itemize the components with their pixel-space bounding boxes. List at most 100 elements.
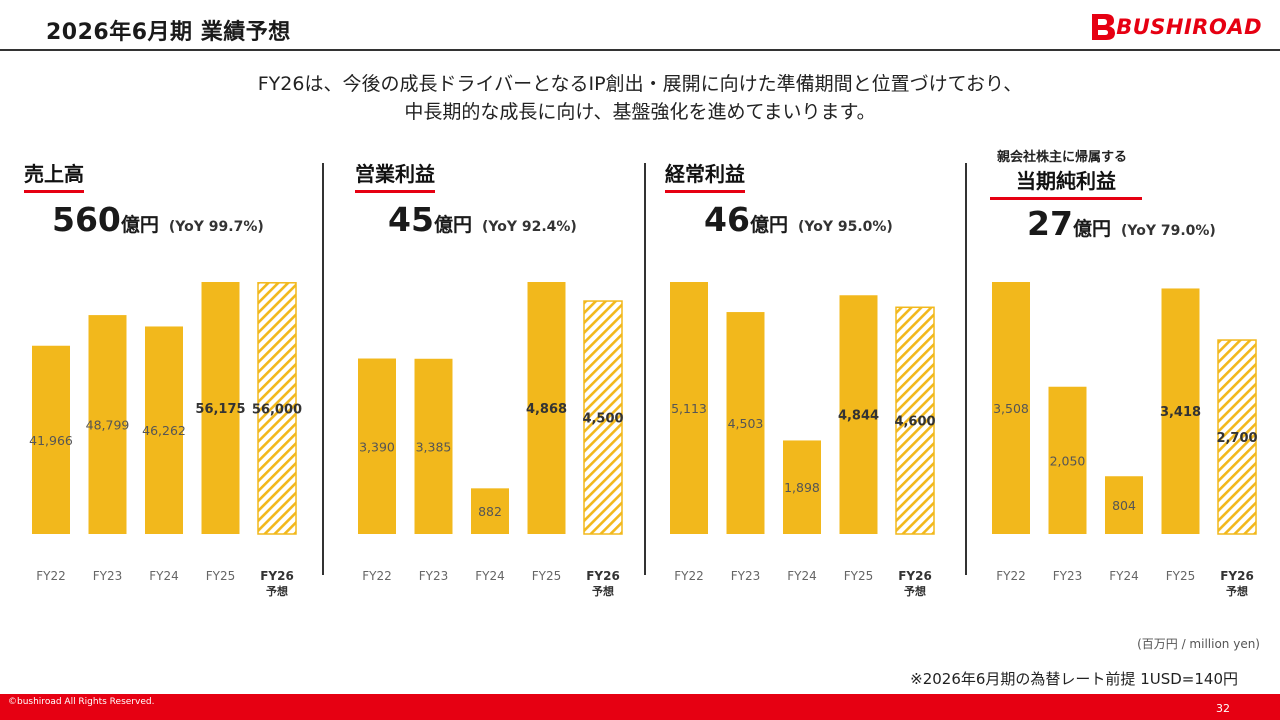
category-label: FY23 [93, 569, 123, 583]
category-label: FY23 [731, 569, 761, 583]
panel-title-pre-net-income: 親会社株主に帰属する [997, 150, 1128, 165]
bar [670, 282, 708, 534]
footer-bar: ©bushiroad All Rights Reserved. 32 [0, 694, 1280, 720]
bar [726, 312, 765, 534]
bar-value-label: 2,050 [1050, 453, 1086, 468]
copyright-text: ©bushiroad All Rights Reserved. [8, 697, 155, 707]
headline-unit: 億円 [1072, 218, 1111, 240]
headline-yoy: (YoY 95.0%) [797, 219, 893, 235]
category-label: FY22 [36, 569, 66, 583]
panel-divider [322, 163, 324, 575]
page-title: 2026年6月期 業績予想 [46, 20, 291, 45]
headline-unit: 億円 [749, 214, 788, 236]
bar [783, 440, 821, 534]
bar-value-label: 5,113 [671, 401, 707, 416]
category-label: FY26 [898, 569, 932, 583]
bar [145, 326, 183, 534]
panel-title-net-income: 当期純利益 [990, 165, 1142, 200]
headline-value: 45 [388, 200, 434, 239]
bar [414, 358, 453, 534]
bar-value-label: 56,175 [195, 402, 245, 417]
category-label: FY25 [206, 569, 236, 583]
headline-net-income: 27億円 (YoY 79.0%) [1027, 204, 1216, 243]
category-sub-label: 予想 [904, 584, 926, 598]
bar-value-label: 4,868 [526, 402, 567, 417]
unit-note: (百万円 / million yen) [1137, 637, 1260, 651]
category-label: FY25 [1166, 569, 1196, 583]
bar [1161, 288, 1200, 534]
bar-value-label: 4,503 [728, 416, 764, 431]
bar [1048, 386, 1087, 534]
bar [471, 488, 509, 534]
headline-yoy: (YoY 79.0%) [1120, 223, 1216, 239]
company-logo: BUSHIROAD [1090, 10, 1262, 44]
category-label: FY26 [586, 569, 620, 583]
bar [992, 282, 1030, 534]
bar-value-label: 46,262 [142, 423, 186, 438]
bar-forecast [895, 306, 935, 535]
category-label: FY25 [532, 569, 562, 583]
title-rule [0, 49, 1280, 51]
category-label: FY22 [362, 569, 392, 583]
page-number: 32 [1216, 702, 1230, 715]
ordinary-profit-bar-chart: 5,113 FY22 4,503 FY23 1,898 FY24 4,844 FY25 4,60… [670, 282, 936, 598]
bar [839, 295, 878, 534]
panel-title-ordinary-profit: 経常利益 [665, 158, 745, 193]
fx-rate-note: ※2026年6月期の為替レート前提 1USD=140円 [910, 670, 1238, 688]
bar-value-label: 3,418 [1160, 405, 1201, 420]
headline-unit: 億円 [433, 214, 472, 236]
headline-value: 27 [1027, 204, 1073, 243]
category-label: FY23 [1053, 569, 1083, 583]
bar-value-label: 4,600 [894, 415, 935, 430]
headline-operating-profit: 45億円 (YoY 92.4%) [388, 200, 577, 239]
category-label: FY26 [1220, 569, 1254, 583]
headline-yoy: (YoY 92.4%) [481, 219, 577, 235]
category-label: FY24 [475, 569, 505, 583]
panel-divider [644, 163, 646, 575]
sales-bar-chart: 41,966 FY22 48,799 FY23 46,262 FY24 56,175 FY25… [29, 282, 302, 598]
category-label: FY23 [419, 569, 449, 583]
bar [527, 282, 566, 534]
bar-value-label: 1,898 [784, 480, 820, 495]
intro-line-2: 中長期的な成長に向け、基盤強化を進めてまいります。 [404, 101, 876, 123]
headline-sales: 560億円 (YoY 99.7%) [52, 200, 264, 239]
category-label: FY22 [996, 569, 1026, 583]
logo-mark-icon [1092, 14, 1116, 40]
category-label: FY24 [787, 569, 817, 583]
bar [1105, 476, 1143, 534]
bar-forecast [583, 300, 623, 535]
category-sub-label: 予想 [266, 584, 288, 598]
bar-value-label: 3,385 [416, 439, 452, 454]
panel-title-operating-profit: 営業利益 [355, 158, 435, 193]
panel-divider [965, 163, 967, 575]
bar-value-label: 882 [478, 504, 502, 519]
bar [88, 315, 127, 534]
bar-value-label: 41,966 [29, 433, 73, 448]
headline-ordinary-profit: 46億円 (YoY 95.0%) [704, 200, 893, 239]
bar-forecast [1217, 339, 1257, 535]
logo-text: BUSHIROAD [1116, 15, 1262, 39]
category-sub-label: 予想 [1226, 584, 1248, 598]
operating-profit-bar-chart: 3,390 FY22 3,385 FY23 882 FY24 4,868 FY25 4,500 F… [358, 282, 624, 598]
category-label: FY26 [260, 569, 294, 583]
bar-value-label: 2,700 [1216, 431, 1257, 446]
intro-line-1: FY26は、今後の成長ドライバーとなるIP創出・展開に向けた準備期間と位置づけて… [257, 73, 1023, 95]
bar-forecast [257, 282, 297, 535]
bar-value-label: 4,844 [838, 409, 879, 424]
headline-unit: 億円 [120, 214, 159, 236]
intro-text: FY26は、今後の成長ドライバーとなるIP創出・展開に向けた準備期間と位置づけて… [0, 70, 1280, 126]
panel-title-sales: 売上高 [24, 158, 84, 193]
bar-value-label: 3,508 [993, 401, 1029, 416]
net-income-bar-chart: 3,508 FY22 2,050 FY23 804 FY24 3,418 FY25 2,700 F… [992, 282, 1258, 598]
headline-value: 46 [704, 200, 750, 239]
bar [358, 358, 396, 534]
bar [32, 345, 70, 534]
category-label: FY24 [149, 569, 179, 583]
category-sub-label: 予想 [592, 584, 614, 598]
bar-value-label: 4,500 [582, 412, 623, 427]
bar-value-label: 3,390 [359, 439, 395, 454]
category-label: FY25 [844, 569, 874, 583]
bar [201, 282, 240, 534]
bar-value-label: 804 [1112, 498, 1136, 513]
category-label: FY22 [674, 569, 704, 583]
